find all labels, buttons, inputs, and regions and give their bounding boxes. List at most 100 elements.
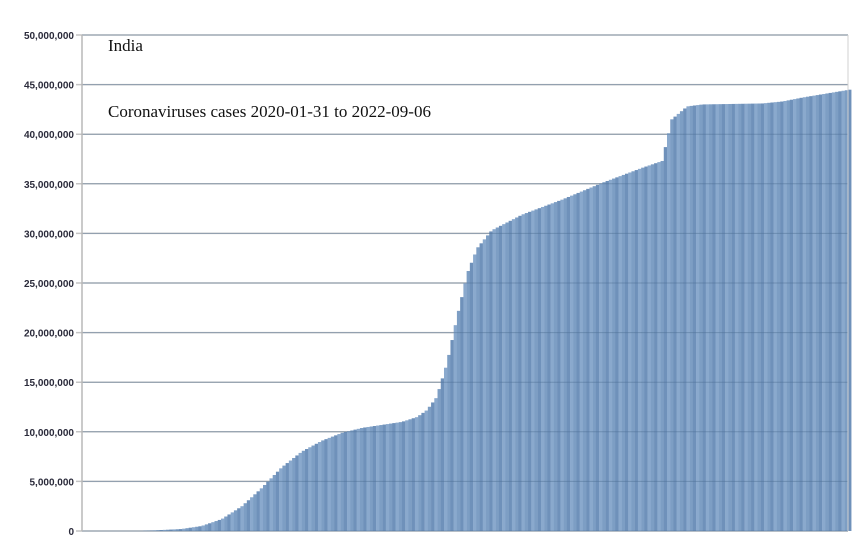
bar: [602, 182, 606, 531]
bar: [831, 92, 836, 532]
bar: [667, 133, 671, 531]
bar: [392, 423, 396, 531]
bar: [366, 426, 370, 531]
bar: [414, 417, 419, 531]
bar: [372, 426, 377, 531]
bar: [182, 528, 186, 531]
bar: [356, 428, 361, 531]
bar: [418, 415, 422, 531]
bar: [776, 101, 781, 531]
bar: [531, 210, 535, 531]
bar: [550, 203, 555, 531]
bar: [789, 99, 794, 531]
bar: [631, 171, 635, 531]
bar: [246, 500, 251, 531]
bar: [634, 170, 639, 531]
bar: [563, 198, 568, 531]
bar: [654, 163, 658, 531]
bar: [731, 103, 736, 531]
bar: [705, 104, 710, 532]
bar: [321, 440, 325, 531]
bar: [734, 103, 739, 531]
bar: [537, 208, 542, 531]
bar: [466, 271, 471, 531]
bar: [767, 102, 771, 532]
bar: [195, 526, 199, 531]
y-tick-label: 15,000,000: [24, 378, 74, 389]
bar: [696, 105, 700, 531]
bar: [259, 488, 264, 531]
bar: [786, 100, 791, 531]
bar: [443, 367, 448, 531]
bar: [676, 113, 681, 531]
bar: [702, 104, 706, 531]
bar: [744, 103, 749, 531]
bar: [175, 529, 180, 531]
bar: [208, 523, 212, 531]
y-tick-label: 45,000,000: [24, 81, 74, 92]
bar: [605, 180, 610, 531]
bar: [586, 188, 590, 532]
bar: [172, 529, 176, 531]
bar: [751, 103, 755, 532]
chart-title: India: [108, 36, 143, 55]
y-tick-label: 5,000,000: [30, 477, 75, 488]
bar: [812, 95, 816, 531]
bar: [217, 519, 222, 531]
bar: [818, 94, 823, 532]
y-tick-label: 10,000,000: [24, 428, 74, 439]
bars: [143, 89, 852, 532]
bar: [505, 222, 509, 531]
bar: [540, 206, 545, 532]
bar: [815, 95, 820, 532]
bar: [398, 422, 403, 531]
bar: [279, 468, 283, 531]
bar: [524, 213, 529, 531]
bar: [508, 220, 513, 531]
bar: [427, 406, 432, 531]
y-tick-label: 20,000,000: [24, 329, 74, 340]
bar: [473, 254, 477, 532]
bar: [434, 398, 438, 531]
bar: [741, 103, 745, 532]
bar: [395, 422, 399, 531]
bar: [450, 340, 454, 531]
bar: [237, 508, 241, 531]
chart-subtitle: Coronaviruses cases 2020-01-31 to 2022-0…: [108, 102, 431, 121]
bar: [288, 460, 293, 531]
bar: [198, 526, 202, 531]
bar: [576, 192, 580, 532]
bar: [670, 119, 674, 531]
bar: [437, 389, 441, 531]
bar: [573, 194, 577, 531]
bar: [408, 419, 412, 531]
bar: [440, 378, 445, 531]
bar: [337, 434, 341, 531]
bar: [220, 518, 225, 531]
bar: [747, 103, 752, 532]
bar: [560, 199, 564, 531]
bar: [566, 196, 571, 531]
y-tick-label: 30,000,000: [24, 229, 74, 240]
bar: [699, 104, 703, 532]
y-tick-label: 35,000,000: [24, 180, 74, 191]
bar: [547, 204, 551, 532]
bar: [250, 497, 254, 531]
bar: [191, 527, 196, 531]
bar: [799, 97, 803, 531]
bar: [486, 235, 490, 531]
bar: [330, 436, 335, 531]
bar: [644, 166, 648, 532]
bar: [595, 184, 600, 532]
bar: [204, 524, 209, 531]
bar: [295, 455, 299, 531]
bar: [476, 247, 480, 531]
bar: [233, 510, 238, 531]
bar: [379, 425, 383, 531]
y-tick-label: 50,000,000: [24, 31, 74, 42]
bar: [376, 425, 380, 531]
bar: [353, 429, 357, 531]
y-tick-label: 25,000,000: [24, 279, 74, 290]
bar: [679, 111, 684, 531]
bar: [557, 200, 561, 531]
